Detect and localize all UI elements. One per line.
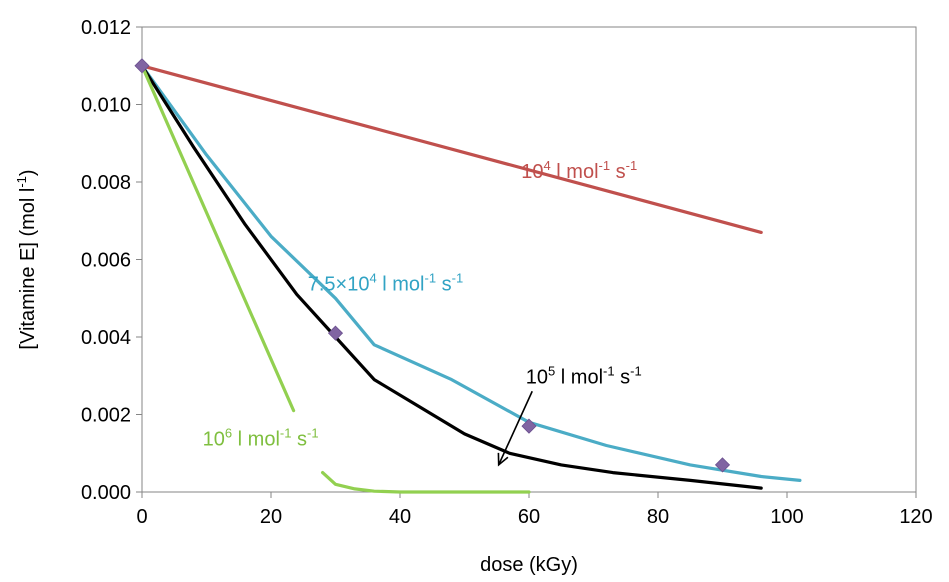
y-axis-title-sup: -1 (14, 176, 29, 188)
series-label-tail: s (436, 274, 452, 296)
x-tick-label: 0 (136, 506, 147, 528)
markers-layer (134, 58, 731, 473)
series-label-base: 10 (521, 161, 543, 183)
y-tick-label: 0.010 (81, 95, 131, 117)
series-layer (140, 64, 802, 494)
y-axis-title: [Vitamine E] (mol l-1) (14, 169, 39, 349)
series-2-line (140, 64, 763, 490)
series-label-mid: l mol (232, 429, 280, 451)
series-3-line-seg-0 (140, 64, 296, 413)
data-point-marker (134, 58, 150, 74)
y-axis-title-base: [Vitamine E] (mol l (17, 188, 39, 350)
data-point-marker (327, 325, 344, 341)
series-label-tail: s (610, 161, 626, 183)
y-tick-label: 0.000 (81, 482, 131, 504)
data-point-marker (714, 457, 731, 473)
series-label-base: 10 (203, 429, 225, 451)
series-label-sup1: 6 (225, 426, 232, 441)
series-label-tail: s (615, 367, 631, 389)
x-axis-title: dose (kGy) (480, 554, 578, 576)
series-label-sup2: -1 (603, 364, 615, 379)
series-label-sup2: -1 (599, 158, 611, 173)
x-tick-label: 40 (389, 506, 411, 528)
y-tick-label: 0.006 (81, 250, 131, 272)
series-label-tail: s (291, 429, 307, 451)
y-tick-label: 0.002 (81, 405, 131, 427)
x-tick-label: 100 (770, 506, 803, 528)
series-label: 7.5×104 l mol-1 s-1 (308, 271, 463, 296)
series-label-mid: l mol (555, 367, 603, 389)
series-label-sup3: -1 (630, 364, 642, 379)
series-label: 104 l mol-1 s-1 (521, 158, 637, 183)
x-tick-label: 20 (260, 506, 282, 528)
x-tick-label: 80 (647, 506, 669, 528)
y-tick-label: 0.004 (81, 327, 131, 349)
series-label-sup3: -1 (307, 426, 319, 441)
y-tick-label: 0.008 (81, 172, 131, 194)
y-axis-title-end: ) (17, 169, 39, 176)
series-label: 105 l mol-1 s-1 (526, 364, 642, 389)
annotation-arrow-head (497, 452, 509, 467)
series-label-sup3: -1 (452, 271, 464, 286)
y-tick-label: 0.012 (81, 17, 131, 39)
y-axis: 0.000 0.002 0.004 0.006 0.008 0.010 0.012 (81, 17, 142, 504)
series-label-mid: l mol (551, 161, 599, 183)
x-tick-label: 120 (899, 506, 932, 528)
series-1-line (140, 64, 802, 482)
series-label-mid: l mol (377, 274, 425, 296)
x-tick-label: 60 (518, 506, 540, 528)
series-label-sup2: -1 (425, 271, 437, 286)
series-label-base: 7.5×10 (308, 274, 370, 296)
series-label-base: 10 (526, 367, 548, 389)
series-label: 106 l mol-1 s-1 (203, 426, 319, 451)
annotation-arrow-shaft (497, 390, 533, 466)
series-3-line-seg-1 (321, 471, 531, 494)
data-point-marker (521, 418, 537, 434)
series-label-sup1: 4 (369, 271, 376, 286)
x-axis: 0 20 40 60 80 100 120 (136, 492, 933, 528)
series-label-sup1: 4 (544, 158, 551, 173)
series-label-sup1: 5 (548, 364, 555, 379)
series-label-sup3: -1 (626, 158, 638, 173)
series-0-line (140, 64, 763, 234)
series-label-sup2: -1 (280, 426, 292, 441)
